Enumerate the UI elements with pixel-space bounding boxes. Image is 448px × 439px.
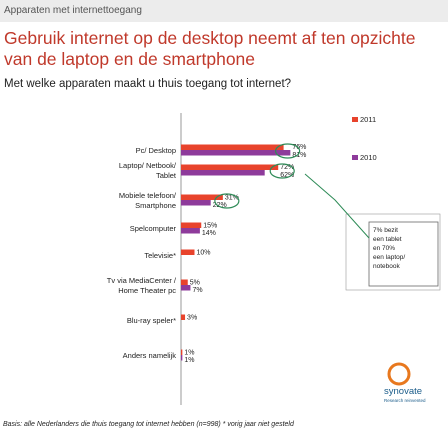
bar-2010 xyxy=(181,200,211,206)
data-label-2011: 15% xyxy=(203,223,217,230)
bar-2011 xyxy=(181,194,223,200)
data-label-2011: 76% xyxy=(292,144,306,151)
data-label-2010: 62% xyxy=(280,172,294,179)
bar-2011 xyxy=(181,164,279,170)
legend-swatch-2011 xyxy=(352,117,358,122)
footnote: Basis: alle Nederlanders die thuis toega… xyxy=(3,421,294,428)
survey-question: Met welke apparaten maakt u thuis toegan… xyxy=(4,78,292,90)
category-label: Laptop/ Netbook/Tablet xyxy=(119,161,177,180)
page-title: Gebruik internet op de desktop neemt af … xyxy=(4,28,416,69)
data-label-2010: 7% xyxy=(192,287,202,294)
category-label: Mobiele telefoon/Smartphone xyxy=(119,191,177,210)
bar-2011 xyxy=(181,349,183,355)
category-label: Tv via MediaCenter / Home Theater pc xyxy=(107,276,177,295)
highlight-ellipse xyxy=(269,163,295,179)
category-label: Televisie* xyxy=(144,251,176,260)
callout-connector xyxy=(304,173,370,239)
bar-2011 xyxy=(181,314,186,320)
brand-name: synovate xyxy=(384,386,423,397)
data-label-2011: 5% xyxy=(190,280,200,287)
data-label-2011: 72% xyxy=(280,164,294,171)
bar-2010 xyxy=(181,285,191,291)
highlight-ellipse xyxy=(214,193,240,209)
data-label-2011: 31% xyxy=(225,195,239,202)
data-label-2010: 81% xyxy=(292,152,306,159)
legend-label-2011: 2011 xyxy=(360,115,376,124)
callout-text: notebook xyxy=(373,263,400,270)
data-label-2010: 14% xyxy=(202,230,216,237)
legend-label-2010: 2010 xyxy=(360,153,377,162)
category-label: Anders namelijk xyxy=(123,351,177,360)
bar-2010 xyxy=(181,150,291,156)
category-label: Pc/ Desktop xyxy=(136,146,176,155)
bar-2010 xyxy=(181,170,265,176)
data-label-2010: 1% xyxy=(184,357,194,364)
highlight-ellipse xyxy=(275,143,301,159)
callout-text: 7% bezit xyxy=(373,227,398,234)
data-label-2011: 10% xyxy=(197,250,211,257)
callout-box xyxy=(368,221,439,287)
bar-2011 xyxy=(181,222,202,228)
bar-2010 xyxy=(181,355,183,361)
brand-tagline: Research reinvented xyxy=(384,398,426,403)
bar-2011 xyxy=(181,249,195,255)
bar-2011 xyxy=(181,279,188,285)
callout-text: en 70% xyxy=(373,245,395,252)
bar-2010 xyxy=(181,228,200,234)
data-label-2010: 22% xyxy=(213,202,227,209)
category-label: Blu-ray speler* xyxy=(127,316,176,325)
bar-2011 xyxy=(181,144,284,150)
header-bar: Apparaten met internettoegang xyxy=(0,0,448,22)
brand-logo-icon xyxy=(387,362,411,386)
section-label: Apparaten met internettoegang xyxy=(4,5,142,16)
category-label: Spelcomputer xyxy=(130,224,177,233)
data-label-2011: 3% xyxy=(187,315,197,322)
callout-text: een tablet xyxy=(373,236,402,243)
callout-frame xyxy=(345,213,441,291)
data-label-2011: 1% xyxy=(184,350,194,357)
legend-swatch-2010 xyxy=(352,155,358,160)
callout-text: een laptop/ xyxy=(373,254,405,261)
